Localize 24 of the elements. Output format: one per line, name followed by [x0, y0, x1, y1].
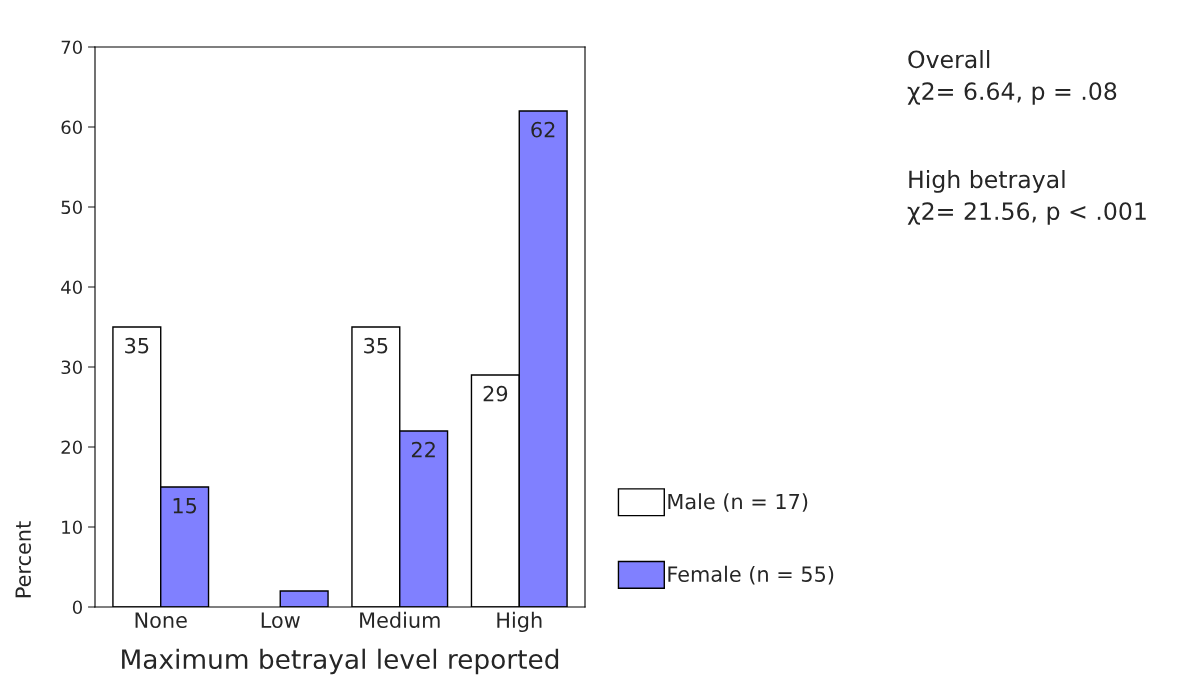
y-tick-label: 10 — [62, 520, 82, 535]
y-axis-title: Percent — [15, 521, 32, 598]
legend-label: Male (n = 17) — [668, 493, 808, 512]
data-label: 15 — [173, 498, 197, 514]
x-tick-label: High — [497, 611, 542, 633]
y-tick-label: 60 — [61, 120, 82, 135]
x-tick-label: Medium — [360, 611, 440, 628]
y-tick-label: 50 — [61, 200, 82, 215]
text: High betrayal χ2= 21.56, p < .001 — [907, 170, 1146, 225]
legend-label: Female (n = 55) — [668, 565, 834, 585]
data-label: 62 — [531, 121, 555, 138]
data-label: 35 — [364, 337, 388, 354]
data-label: 35 — [125, 337, 149, 354]
data-label: 29 — [483, 385, 508, 402]
y-tick-label: 20 — [61, 440, 82, 455]
y-tick-label: 40 — [61, 280, 82, 295]
x-tick-label: None — [135, 612, 187, 628]
x-tick-label: Low — [261, 612, 300, 628]
y-tick-label: 30 — [61, 360, 82, 375]
y-tick-label: 70 — [61, 40, 82, 55]
text: Overall χ2= 6.64, p = .08 — [907, 50, 1117, 105]
data-label: 22 — [411, 441, 435, 458]
y-tick-label: 0 — [72, 600, 82, 615]
x-axis-title: Maximum betrayal level reported — [122, 648, 559, 675]
